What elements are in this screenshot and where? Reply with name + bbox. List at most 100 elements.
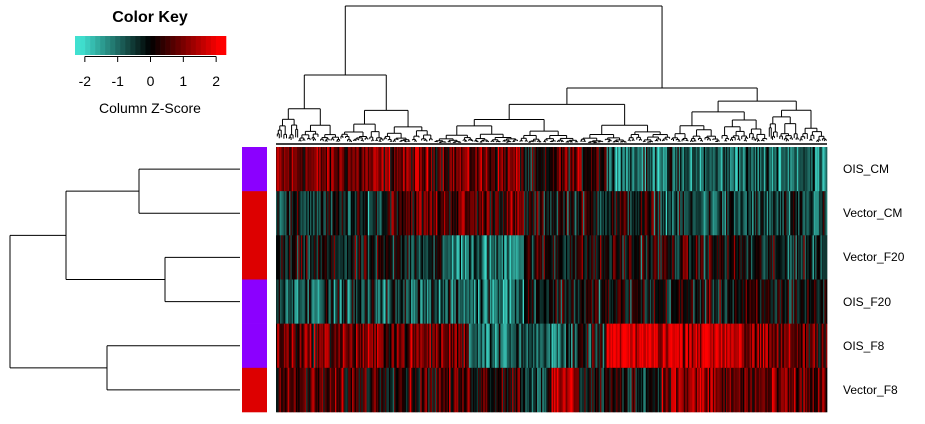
heatmap-cell bbox=[669, 147, 672, 192]
heatmap-cell bbox=[369, 191, 371, 236]
heatmap-cell bbox=[279, 367, 282, 413]
heatmap-cell bbox=[357, 279, 359, 324]
heatmap-cell bbox=[417, 323, 420, 369]
heatmap-cell bbox=[563, 323, 565, 369]
heatmap-cell bbox=[823, 191, 825, 236]
heatmap-cell bbox=[332, 323, 335, 369]
heatmap-cell bbox=[795, 323, 798, 369]
heatmap-cell bbox=[391, 147, 394, 192]
heatmap-cell bbox=[584, 367, 586, 413]
heatmap-cell bbox=[509, 147, 512, 192]
heatmap-cell bbox=[648, 367, 651, 413]
heatmap-cell bbox=[399, 147, 401, 192]
heatmap-cell bbox=[342, 191, 345, 236]
heatmap-cell bbox=[585, 367, 588, 413]
heatmap-cell bbox=[703, 191, 706, 236]
heatmap-cell bbox=[307, 323, 310, 369]
heatmap-cell bbox=[739, 279, 741, 324]
heatmap-cell bbox=[308, 191, 311, 236]
heatmap-cell bbox=[508, 191, 510, 236]
heatmap-cell bbox=[377, 147, 379, 192]
heatmap-cell bbox=[300, 191, 303, 236]
heatmap-cell bbox=[825, 279, 828, 324]
heatmap-cell bbox=[278, 367, 281, 413]
heatmap-cell bbox=[636, 323, 639, 369]
heatmap-cell bbox=[767, 323, 770, 369]
heatmap-cell bbox=[336, 367, 339, 413]
heatmap-cell bbox=[678, 235, 681, 280]
heatmap-cell bbox=[565, 323, 568, 369]
heatmap-cell bbox=[485, 367, 488, 413]
heatmap-cell bbox=[422, 279, 425, 324]
heatmap-cell bbox=[691, 191, 694, 236]
heatmap-cell bbox=[302, 279, 304, 324]
heatmap-cell bbox=[684, 191, 686, 236]
heatmap-cell bbox=[533, 147, 535, 192]
heatmap-cell bbox=[518, 323, 521, 369]
heatmap-cell bbox=[750, 367, 753, 413]
heatmap-cell bbox=[680, 279, 682, 324]
heatmap-cell bbox=[516, 147, 518, 192]
heatmap-cell bbox=[792, 279, 795, 324]
heatmap-cell bbox=[655, 279, 657, 324]
heatmap-cell bbox=[312, 279, 315, 324]
heatmap-cell bbox=[386, 279, 388, 324]
heatmap-cell bbox=[403, 323, 405, 369]
heatmap-cell bbox=[348, 191, 350, 236]
heatmap-cell bbox=[598, 147, 601, 192]
heatmap-cell bbox=[391, 191, 394, 236]
heatmap-cell bbox=[653, 191, 656, 236]
heatmap-cell bbox=[714, 147, 716, 192]
heatmap-cell bbox=[794, 147, 796, 192]
color-key-swatch bbox=[140, 36, 146, 55]
heatmap-cell bbox=[321, 323, 324, 369]
heatmap-cell bbox=[703, 235, 706, 280]
heatmap-cell bbox=[669, 235, 672, 280]
heatmap-cell bbox=[350, 191, 353, 236]
heatmap-cell bbox=[302, 191, 304, 236]
heatmap-cell bbox=[296, 147, 299, 192]
heatmap-cell bbox=[778, 367, 781, 413]
row-side-colors bbox=[242, 147, 267, 413]
heatmap-cell bbox=[531, 191, 534, 236]
heatmap-cell bbox=[601, 367, 604, 413]
heatmap-cell bbox=[451, 367, 454, 413]
heatmap-cell bbox=[725, 235, 728, 280]
heatmap-cell bbox=[638, 191, 640, 236]
heatmap-cell bbox=[363, 191, 366, 236]
heatmap-cell bbox=[638, 147, 640, 192]
heatmap-cell bbox=[541, 279, 543, 324]
heatmap-cell bbox=[336, 323, 339, 369]
heatmap-cell bbox=[539, 323, 542, 369]
heatmap-cell bbox=[781, 279, 783, 324]
heatmap-cell bbox=[589, 367, 592, 413]
heatmap-cell bbox=[781, 323, 783, 369]
heatmap-cell bbox=[693, 367, 695, 413]
heatmap-cell bbox=[680, 367, 682, 413]
heatmap-cell bbox=[323, 191, 325, 236]
heatmap-cell bbox=[657, 147, 660, 192]
heatmap-cell bbox=[304, 279, 307, 324]
heatmap-cell bbox=[624, 323, 627, 369]
heatmap-cell bbox=[745, 235, 748, 280]
heatmap-cell bbox=[422, 235, 425, 280]
heatmap-cell bbox=[479, 279, 482, 324]
heatmap-cell bbox=[558, 147, 560, 192]
heatmap-cell bbox=[702, 323, 705, 369]
color-key-swatch bbox=[185, 36, 192, 55]
heatmap-cell bbox=[724, 235, 727, 280]
heatmap-cell bbox=[429, 235, 432, 280]
heatmap-cell bbox=[597, 191, 600, 236]
heatmap-cell bbox=[396, 323, 399, 369]
heatmap-cell bbox=[328, 367, 331, 413]
heatmap-cell bbox=[790, 147, 792, 192]
heatmap-cell bbox=[794, 367, 796, 413]
heatmap-cell bbox=[617, 235, 619, 280]
heatmap-cell bbox=[325, 191, 328, 236]
heatmap-cell bbox=[732, 367, 735, 413]
heatmap-cell bbox=[753, 279, 756, 324]
heatmap-cell bbox=[585, 323, 588, 369]
heatmap-cell bbox=[497, 367, 500, 413]
heatmap-cell bbox=[527, 279, 530, 324]
heatmap-cell bbox=[687, 235, 690, 280]
